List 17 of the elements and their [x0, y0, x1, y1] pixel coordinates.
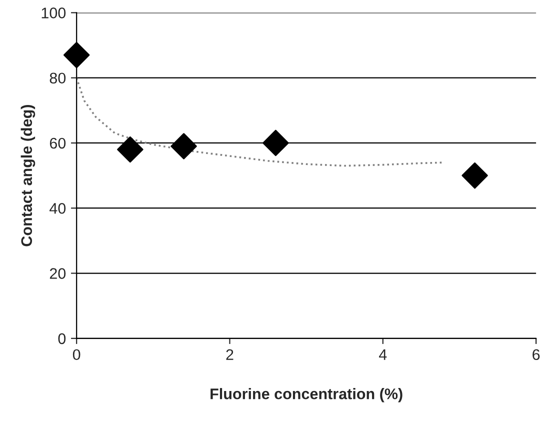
y-tick-label: 60 — [50, 138, 66, 149]
x-tick-label: 4 — [379, 349, 387, 360]
y-axis-title: Contact angle (deg) — [20, 105, 36, 246]
x-tick-label: 0 — [72, 349, 80, 360]
point — [462, 162, 488, 189]
point — [117, 136, 144, 163]
y-tick-label: 0 — [58, 333, 66, 344]
x-tick-label: 2 — [226, 349, 234, 360]
y-tick-label: 40 — [50, 202, 66, 214]
x-tick-label: 6 — [532, 349, 540, 360]
point — [63, 42, 90, 68]
x-axis-title: Fluorine concentration (%) — [210, 388, 402, 402]
point — [170, 133, 197, 160]
y-tick-label: 100 — [42, 8, 66, 18]
point — [262, 130, 289, 156]
y-tick-label: 80 — [50, 72, 66, 84]
y-tick-label: 20 — [50, 268, 66, 279]
